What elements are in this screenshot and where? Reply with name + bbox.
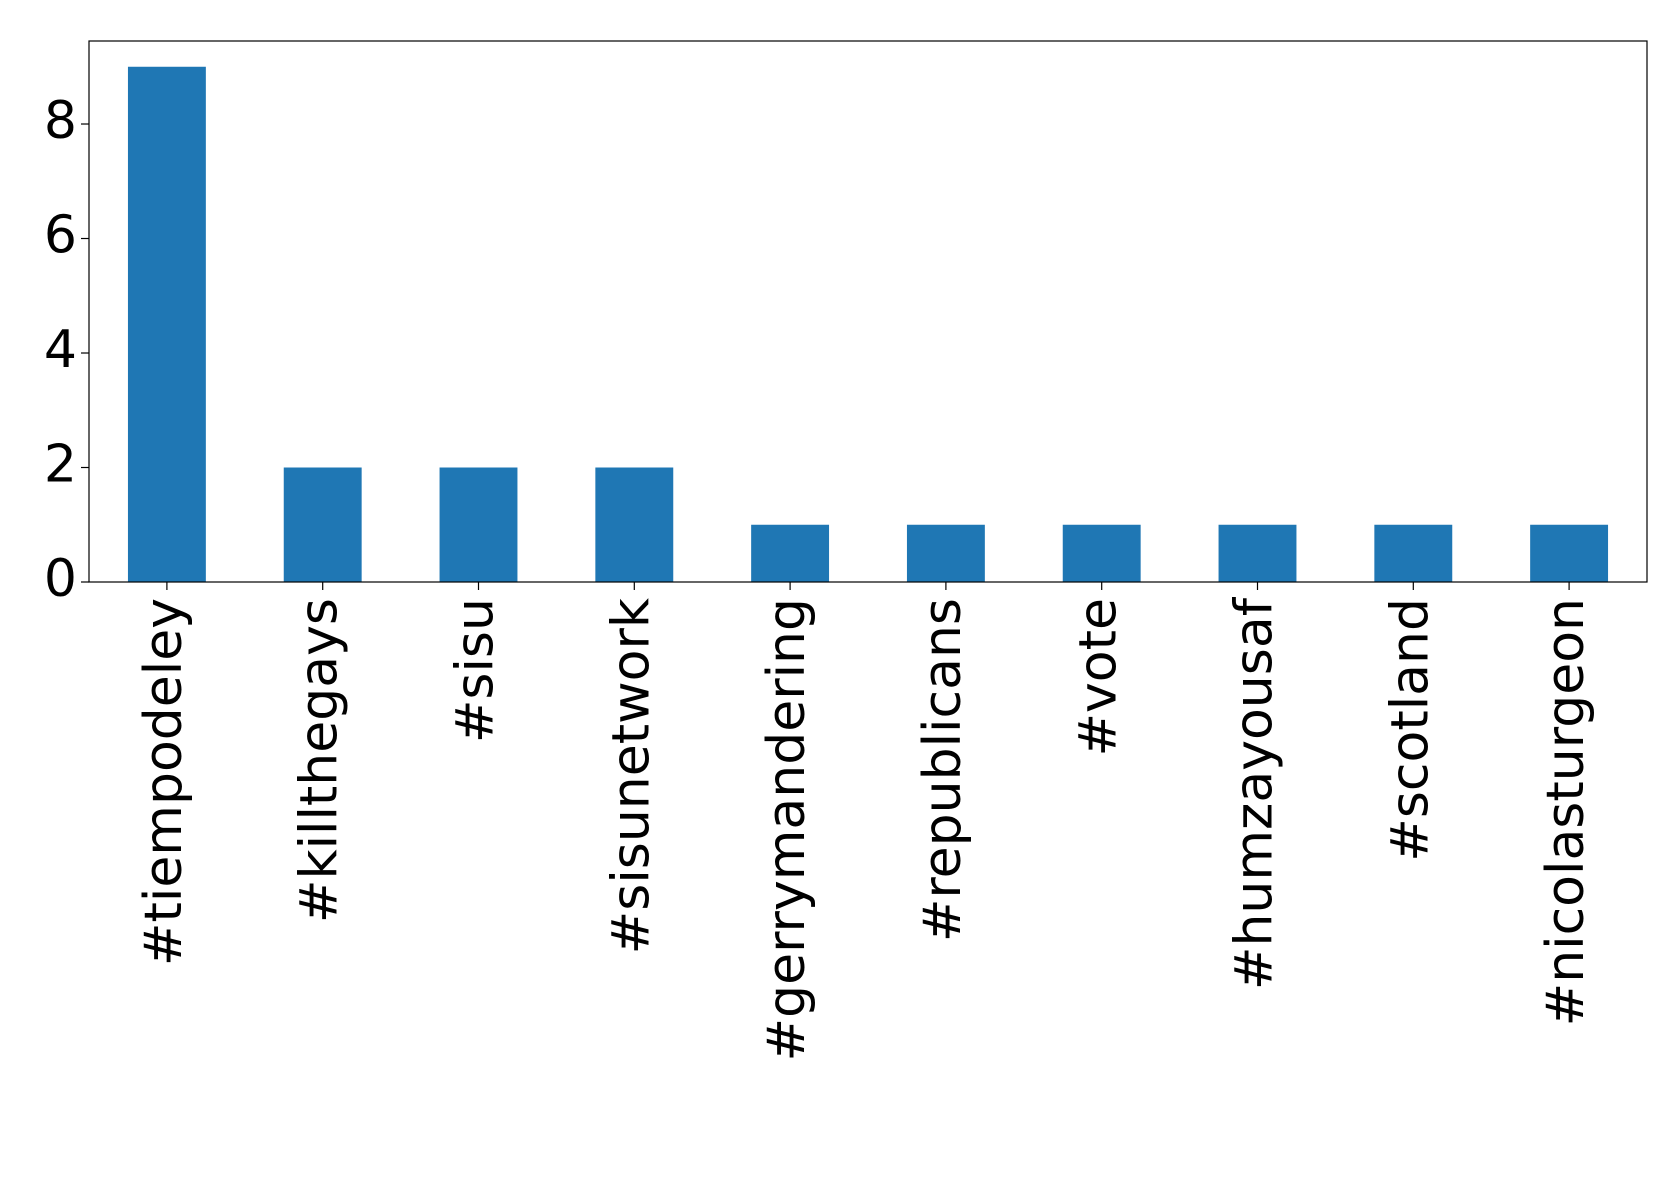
y-tick-label: 0 (44, 549, 77, 609)
x-tick-label: #scotland (1380, 598, 1440, 862)
x-tick-label: #humzayousaf (1225, 596, 1285, 990)
x-tick-label: #gerrymandering (757, 598, 817, 1061)
y-tick-label: 6 (44, 206, 77, 266)
y-tick-label: 4 (44, 320, 77, 380)
y-tick-label: 8 (44, 91, 77, 151)
bar (439, 467, 518, 582)
x-tick-label: #vote (1069, 598, 1129, 757)
x-tick-label: #tiempodeley (134, 598, 194, 966)
bar (1374, 524, 1453, 582)
x-tick-label: #sisunetwork (601, 598, 661, 954)
x-tick-label: #republicans (913, 598, 973, 942)
bar (595, 467, 674, 582)
bar (906, 524, 985, 582)
bar (283, 467, 362, 582)
bar (1218, 524, 1297, 582)
bar (127, 66, 206, 582)
bar (751, 524, 830, 582)
plot-frame (88, 40, 1648, 583)
bar (1530, 524, 1609, 582)
x-tick-label: #nicolasturgeon (1536, 598, 1596, 1026)
y-tick-label: 2 (44, 435, 77, 495)
x-tick-label: #sisu (446, 598, 506, 743)
x-tick-label: #killthegays (290, 598, 350, 923)
bar (1062, 524, 1141, 582)
